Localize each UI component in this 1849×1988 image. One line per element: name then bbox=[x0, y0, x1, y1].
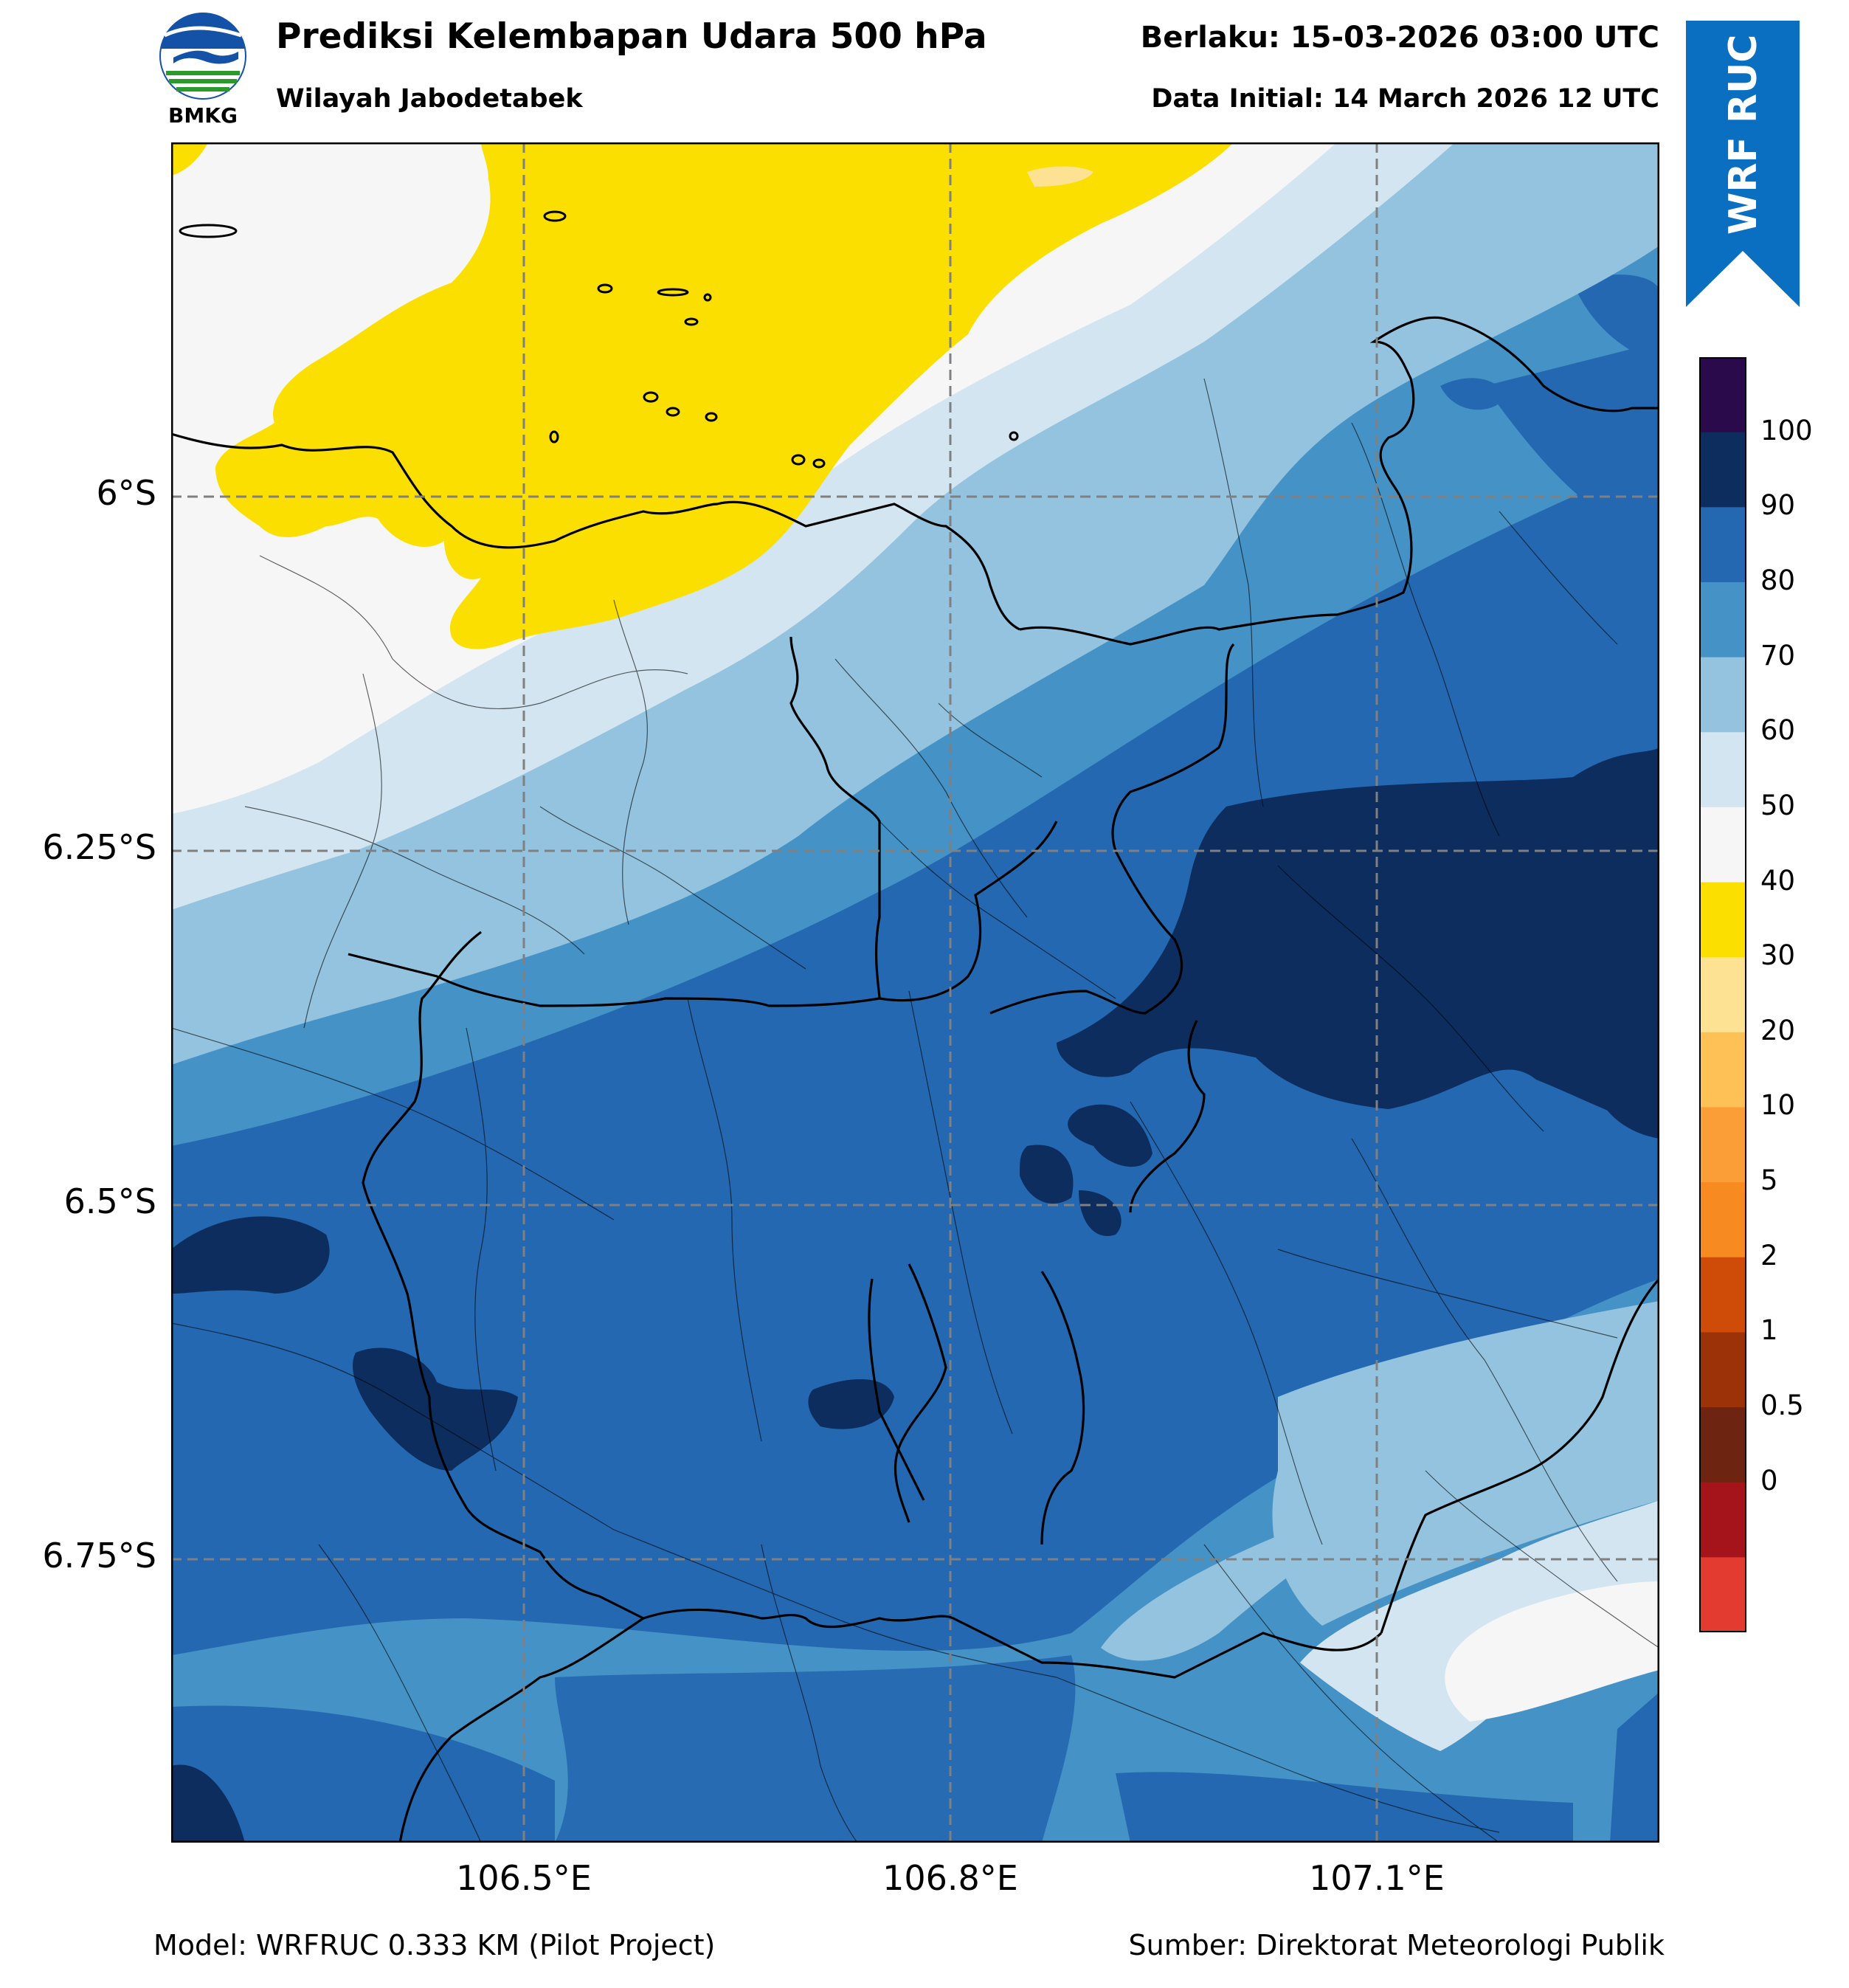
colorbar-segment bbox=[1699, 1182, 1746, 1258]
map-subtitle: Wilayah Jabodetabek bbox=[276, 84, 583, 114]
colorbar-label: 0.5 bbox=[1760, 1390, 1804, 1422]
colorbar-segment bbox=[1699, 957, 1746, 1033]
data-source: Sumber: Direktorat Meteorologi Publik bbox=[1128, 1929, 1665, 1961]
colorbar-segment bbox=[1699, 732, 1746, 808]
lon-label-107-1e: 107.1°E bbox=[1309, 1858, 1445, 1898]
colorbar-label: 0 bbox=[1760, 1464, 1778, 1497]
map-frame bbox=[171, 142, 1659, 1843]
colorbar-label: 20 bbox=[1760, 1014, 1796, 1046]
bmkg-logo: BMKG bbox=[151, 6, 255, 128]
colorbar-segment bbox=[1699, 1407, 1746, 1483]
lon-label-106-8e: 106.8°E bbox=[882, 1858, 1018, 1898]
colorbar-segment bbox=[1699, 432, 1746, 508]
graticule bbox=[171, 142, 1659, 1843]
humidity-contours bbox=[171, 142, 1659, 1843]
model-info: Model: WRFRUC 0.333 KM (Pilot Project) bbox=[153, 1929, 716, 1961]
colorbar-label: 40 bbox=[1760, 864, 1796, 897]
wrf-ruc-ribbon: WRF RUC bbox=[1686, 21, 1800, 307]
thousand-islands bbox=[179, 210, 1019, 469]
valid-time: Berlaku: 15-03-2026 03:00 UTC bbox=[1140, 21, 1659, 55]
colorbar-label: 30 bbox=[1760, 939, 1796, 972]
colorbar-segment bbox=[1699, 882, 1746, 958]
colorbar-segment bbox=[1699, 1257, 1746, 1333]
ribbon-shape bbox=[1686, 21, 1800, 307]
colorbar-segment bbox=[1699, 657, 1746, 733]
colorbar-label: 100 bbox=[1760, 414, 1813, 446]
colorbar-segment bbox=[1699, 1107, 1746, 1183]
lon-label-106-5e: 106.5°E bbox=[456, 1858, 592, 1898]
colorbar-segment bbox=[1699, 1557, 1746, 1632]
colorbar-segment bbox=[1699, 507, 1746, 583]
province-boundaries bbox=[171, 316, 1659, 1843]
bmkg-logo-icon: BMKG bbox=[159, 13, 246, 128]
colorbar-label: 60 bbox=[1760, 714, 1796, 747]
lat-label-6s: 6°S bbox=[96, 473, 156, 513]
colorbar-segment bbox=[1699, 1482, 1746, 1558]
colorbar-label: 70 bbox=[1760, 639, 1796, 672]
colorbar-label: 5 bbox=[1760, 1164, 1778, 1197]
colorbar-label: 1 bbox=[1760, 1314, 1778, 1347]
colorbar-segment bbox=[1699, 1032, 1746, 1108]
colorbar-label: 50 bbox=[1760, 789, 1796, 821]
colorbar-label: 10 bbox=[1760, 1089, 1796, 1122]
lat-label-6-75s: 6.75°S bbox=[42, 1536, 156, 1575]
lat-label-6-5s: 6.5°S bbox=[63, 1181, 156, 1221]
humidity-colorbar bbox=[1699, 357, 1746, 1632]
logo-text: BMKG bbox=[168, 103, 238, 128]
colorbar-segment bbox=[1699, 357, 1746, 433]
ribbon-text: WRF RUC bbox=[1721, 35, 1766, 235]
colorbar-segment bbox=[1699, 1332, 1746, 1408]
colorbar-segment bbox=[1699, 581, 1746, 658]
colorbar-label: 2 bbox=[1760, 1239, 1778, 1271]
colorbar-label: 80 bbox=[1760, 564, 1796, 596]
initial-time: Data Initial: 14 March 2026 12 UTC bbox=[1151, 84, 1659, 114]
colorbar-segment bbox=[1699, 807, 1746, 883]
lat-label-6-25s: 6.25°S bbox=[42, 827, 156, 867]
colorbar-label: 90 bbox=[1760, 489, 1796, 522]
humidity-map bbox=[171, 142, 1659, 1843]
map-title: Prediksi Kelembapan Udara 500 hPa bbox=[276, 16, 987, 57]
